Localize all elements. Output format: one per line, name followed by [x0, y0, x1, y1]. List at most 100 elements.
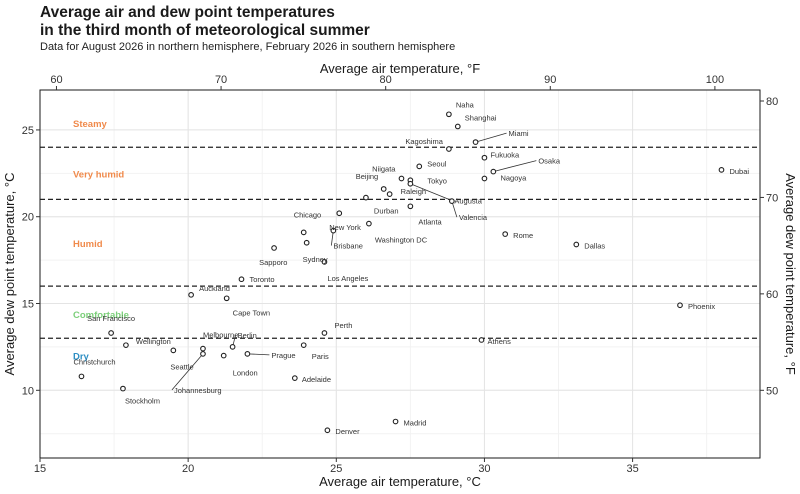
point-layer [78, 111, 725, 434]
x-tick-label-top: 60 [50, 74, 62, 86]
zone-label: Comfortable [73, 310, 129, 321]
label-sapporo: Sapporo [259, 258, 287, 267]
x-tick-label-top: 70 [215, 74, 227, 86]
y-tick-label-right: 70 [766, 192, 778, 204]
point-stockholm [120, 385, 126, 392]
leader-augusta [410, 183, 453, 202]
label-london: London [233, 369, 258, 378]
point-niigata [398, 175, 405, 182]
label-washington-dc: Washington DC [375, 236, 428, 245]
label-raleigh: Raleigh [401, 187, 426, 196]
plot-frame [39, 89, 761, 459]
label-wellington: Wellington [136, 337, 171, 346]
y-tick-label-right: 60 [766, 289, 778, 301]
point-brisbane [330, 227, 337, 234]
y-tick-label: 10 [22, 385, 34, 397]
label-fukuoka: Fukuoka [490, 151, 520, 160]
x-tick-label: 20 [182, 463, 194, 475]
leader-miami [475, 132, 507, 143]
label-miami: Miami [509, 129, 529, 138]
point-san-francisco [108, 330, 114, 336]
point-raleigh [386, 191, 393, 198]
point-prague [244, 350, 251, 357]
label-augusta: Augusta [454, 197, 482, 206]
y-axis-label: Average dew point temperature, °C [2, 173, 17, 376]
label-atlanta: Atlanta [418, 217, 442, 226]
label-denver: Denver [335, 427, 360, 436]
axis-layer: 15 20 25 30 35 10 15 20 25 60 70 80 90 100 50 60 70 80 [22, 74, 779, 475]
point-beijing [380, 186, 387, 192]
label-naha: Naha [456, 100, 475, 109]
x-tick-label: 30 [478, 463, 490, 475]
label-valencia: Valencia [459, 213, 488, 222]
point-christchurch [78, 373, 85, 380]
point-dallas [573, 241, 580, 248]
point-melbourne [200, 345, 206, 352]
y-tick-label-right: 50 [766, 385, 778, 397]
point-sydney [303, 239, 310, 246]
y-tick-label-right: 80 [766, 96, 778, 108]
label-adelaide: Adelaide [302, 375, 331, 384]
label-paris: Paris [312, 352, 329, 361]
label-san-francisco: San Francisco [87, 314, 135, 323]
point-seattle [170, 347, 177, 354]
y-tick-label: 20 [22, 212, 34, 224]
label-brisbane: Brisbane [333, 242, 363, 251]
point-label-layer: Naha Shanghai Kagoshima Miami Fukuoka Osaka Se… [73, 100, 749, 436]
x-tick-label: 15 [34, 463, 46, 475]
label-madrid: Madrid [404, 419, 427, 428]
leader-johannesburg [171, 353, 204, 391]
threshold-layer [40, 146, 760, 339]
zone-label-layer: Steamy Very humid Humid Comfortable Dry [73, 119, 129, 363]
label-los-angeles: Los Angeles [327, 274, 368, 283]
x-tick-label: 25 [330, 463, 342, 475]
point-auckland [188, 291, 194, 298]
point-paris [300, 342, 307, 349]
point-london [220, 352, 227, 359]
leader-osaka [493, 160, 537, 172]
point-dubai [718, 166, 725, 173]
label-shanghai: Shanghai [465, 113, 497, 122]
label-dubai: Dubai [729, 167, 749, 176]
label-new-york: New York [329, 223, 361, 232]
leader-prague [247, 353, 270, 356]
point-naha [446, 111, 452, 118]
point-fukuoka [481, 154, 488, 161]
label-melbourne: Melbourne [203, 331, 238, 340]
label-niigata: Niigata [372, 165, 396, 174]
point-rome [502, 231, 509, 237]
point-sapporo [271, 245, 277, 251]
label-sydney: Sydney [303, 255, 328, 264]
label-beijing: Beijing [356, 172, 379, 181]
label-cape-town: Cape Town [233, 308, 270, 317]
label-nagoya: Nagoya [500, 174, 527, 183]
point-kagoshima [446, 146, 452, 152]
point-berlin [229, 344, 236, 350]
label-toronto: Toronto [249, 275, 274, 284]
label-johannesburg: Johannesburg [174, 386, 222, 395]
y-tick-label: 25 [22, 125, 34, 137]
point-adelaide [291, 375, 298, 382]
point-augusta [407, 180, 414, 187]
point-seoul [416, 163, 423, 170]
point-washington-dc [366, 220, 372, 227]
label-athens: Athens [487, 337, 511, 346]
label-phoenix: Phoenix [688, 302, 715, 311]
zone-label: Dry [73, 352, 90, 363]
y-axis-label-right: Average dew point temperature, °F [783, 173, 798, 375]
label-prague: Prague [271, 351, 295, 360]
label-christchurch: Christchurch [73, 357, 115, 366]
x-tick-label: 35 [626, 463, 638, 475]
x-axis-label: Average air temperature, °C [319, 474, 481, 489]
point-durban [363, 194, 369, 201]
point-denver [324, 427, 331, 434]
point-johannesburg [200, 350, 206, 357]
point-osaka [490, 168, 497, 175]
point-athens [478, 337, 485, 343]
label-chicago: Chicago [294, 210, 322, 219]
point-miami [472, 139, 479, 145]
zone-label: Very humid [73, 169, 124, 180]
label-osaka: Osaka [538, 157, 561, 166]
x-axis-label-top: Average air temperature, °F [320, 61, 480, 76]
